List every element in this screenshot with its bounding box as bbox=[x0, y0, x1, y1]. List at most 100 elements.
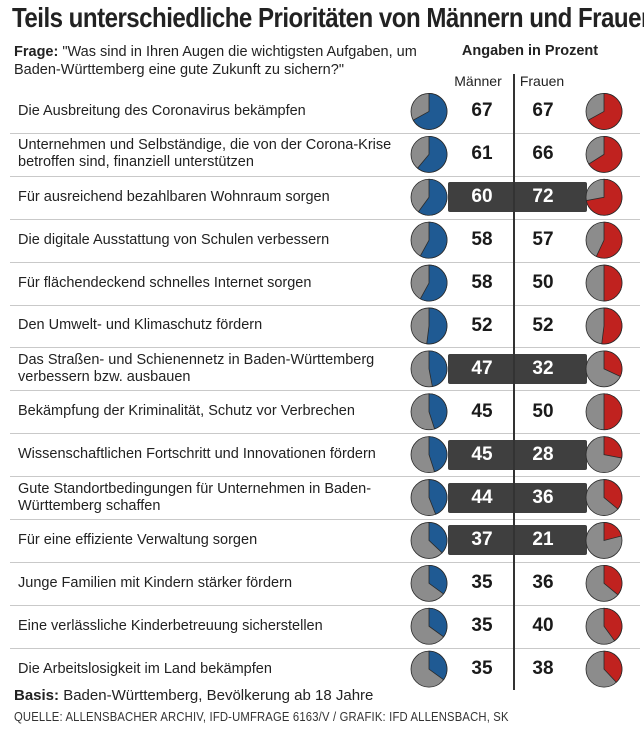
row-separator bbox=[10, 433, 640, 435]
row-separator bbox=[10, 347, 640, 349]
pie-women-slice bbox=[603, 264, 623, 302]
column-header-men: Männer bbox=[454, 73, 502, 89]
basis-note: Basis: Baden-Württemberg, Bevölkerung ab… bbox=[14, 687, 373, 704]
pie-women-slice bbox=[601, 307, 623, 345]
pie-men bbox=[410, 564, 448, 602]
row-label: Für eine effiziente Verwaltung sorgen bbox=[18, 531, 258, 548]
pie-women bbox=[585, 135, 623, 173]
value-men: 67 bbox=[471, 100, 493, 122]
pie-men bbox=[410, 479, 448, 516]
pie-men-slice bbox=[428, 522, 448, 554]
value-women: 38 bbox=[532, 658, 554, 680]
value-women: 40 bbox=[532, 615, 554, 637]
value-men: 58 bbox=[471, 229, 493, 251]
row-label: Für ausreichend bezahlbaren Wohnraum sor… bbox=[18, 188, 330, 205]
column-divider bbox=[513, 74, 515, 690]
pie-men-slice bbox=[426, 307, 448, 345]
pie-men bbox=[410, 350, 448, 388]
value-men: 45 bbox=[471, 400, 493, 422]
pie-men-slice bbox=[417, 178, 448, 216]
pie-men bbox=[410, 93, 448, 130]
survey-question: Frage: "Was sind in Ihren Augen die wich… bbox=[14, 43, 434, 79]
pie-men bbox=[410, 178, 448, 216]
value-men: 60 bbox=[471, 186, 493, 208]
pie-men-slice bbox=[428, 564, 448, 595]
pie-women-slice bbox=[595, 221, 623, 259]
pie-men-slice bbox=[419, 264, 448, 302]
pie-women-slice bbox=[603, 350, 623, 378]
pie-women-slice bbox=[603, 564, 623, 596]
pie-men bbox=[410, 650, 448, 688]
value-women: 28 bbox=[532, 443, 554, 465]
pie-women-slice bbox=[603, 393, 623, 431]
pie-women-slice bbox=[603, 436, 623, 459]
pie-men bbox=[410, 135, 448, 173]
pie-men bbox=[410, 522, 448, 559]
pie-men-slice bbox=[416, 135, 448, 173]
column-header-women: Frauen bbox=[519, 73, 565, 89]
pie-men-slice bbox=[428, 393, 448, 430]
row-separator bbox=[10, 261, 640, 263]
pie-women-slice bbox=[603, 522, 622, 541]
value-women: 32 bbox=[532, 357, 554, 379]
value-men: 61 bbox=[471, 143, 493, 165]
value-women: 21 bbox=[532, 529, 554, 551]
pie-women bbox=[585, 479, 623, 516]
row-label: Wissenschaftlichen Fortschritt und Innov… bbox=[18, 446, 376, 463]
value-men: 52 bbox=[471, 314, 493, 336]
basis-prefix: Basis: bbox=[14, 687, 60, 704]
value-women: 36 bbox=[532, 486, 554, 508]
pie-women bbox=[585, 264, 623, 302]
pie-women bbox=[585, 178, 623, 216]
pie-women bbox=[585, 522, 623, 559]
row-separator bbox=[10, 390, 640, 392]
pie-men-slice bbox=[428, 436, 448, 473]
pie-men bbox=[410, 607, 448, 645]
row-label: Unternehmen und Selbständige, die von de… bbox=[18, 137, 392, 171]
row-separator bbox=[10, 647, 640, 649]
value-men: 58 bbox=[471, 272, 493, 294]
row-label: Das Straßen- und Schienennetz in Baden-W… bbox=[18, 351, 375, 385]
value-women: 66 bbox=[532, 143, 554, 165]
row-label: Eine verlässliche Kinderbetreuung sicher… bbox=[18, 617, 323, 634]
value-men: 44 bbox=[471, 486, 493, 508]
pie-women bbox=[585, 607, 623, 645]
value-women: 36 bbox=[532, 572, 554, 594]
pie-women bbox=[585, 564, 623, 602]
value-women: 50 bbox=[532, 272, 554, 294]
row-separator bbox=[10, 519, 640, 520]
difference-highlight-bar bbox=[448, 439, 587, 470]
pie-women bbox=[585, 393, 623, 431]
difference-highlight-bar bbox=[448, 525, 587, 556]
chart-title: Teils unterschiedliche Prioritäten von M… bbox=[12, 2, 644, 33]
row-label: Gute Standortbedingungen für Unternehmen… bbox=[18, 480, 372, 514]
pie-women bbox=[585, 436, 623, 474]
value-men: 45 bbox=[471, 443, 493, 465]
row-label: Die Ausbreitung des Coronavirus bekämpfe… bbox=[18, 102, 306, 119]
value-women: 57 bbox=[532, 229, 554, 251]
difference-highlight-bar bbox=[448, 353, 587, 384]
row-label: Junge Familien mit Kindern stärker förde… bbox=[18, 574, 293, 591]
difference-highlight-bar bbox=[448, 182, 587, 213]
pie-women-slice bbox=[603, 650, 623, 683]
pie-women-slice bbox=[603, 479, 623, 510]
value-women: 72 bbox=[532, 186, 554, 208]
pie-women bbox=[585, 307, 623, 345]
row-label: Die Arbeitslosigkeit im Land bekämpfen bbox=[18, 660, 272, 677]
pie-women bbox=[585, 93, 623, 130]
value-men: 37 bbox=[471, 529, 493, 551]
difference-highlight-bar bbox=[448, 482, 587, 513]
pie-men-slice bbox=[428, 479, 448, 515]
pie-men bbox=[410, 436, 448, 474]
value-women: 67 bbox=[532, 100, 554, 122]
row-label: Den Umwelt- und Klimaschutz fördern bbox=[18, 317, 263, 334]
source-note: QUELLE: ALLENSBACHER ARCHIV, IFD-UMFRAGE… bbox=[14, 710, 509, 724]
pie-women bbox=[585, 350, 623, 388]
basis-text: Baden-Württemberg, Bevölkerung ab 18 Jah… bbox=[63, 687, 374, 704]
value-men: 35 bbox=[471, 615, 493, 637]
pie-men bbox=[410, 307, 448, 345]
value-women: 52 bbox=[532, 314, 554, 336]
row-label: Die digitale Ausstattung von Schulen ver… bbox=[18, 231, 330, 248]
